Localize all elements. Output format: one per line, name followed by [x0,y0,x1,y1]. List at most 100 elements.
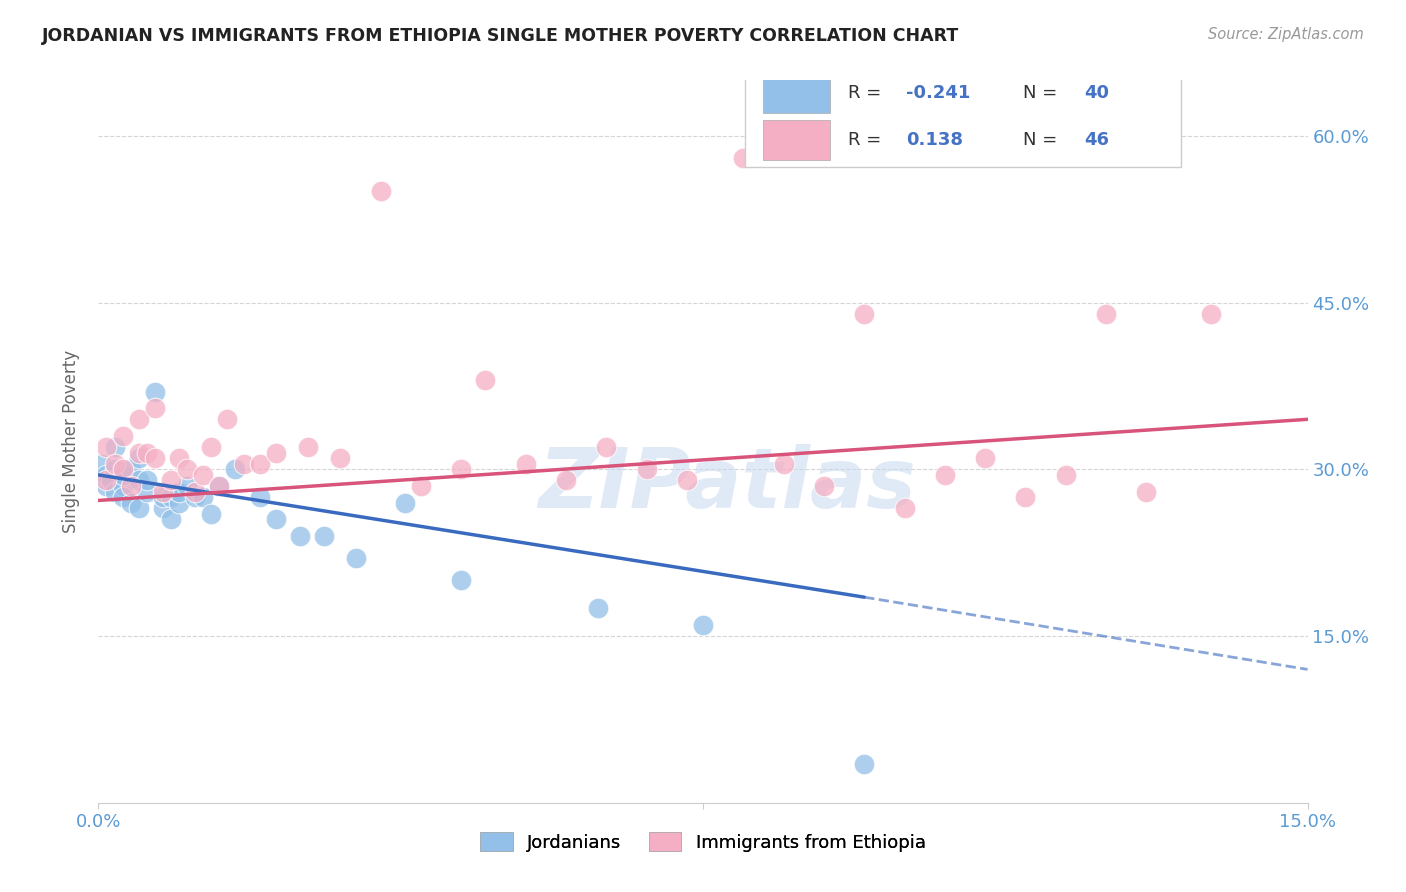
Text: -0.241: -0.241 [905,84,970,102]
Point [184,490,207,504]
Point [1095,307,1118,321]
Text: JORDANIAN VS IMMIGRANTS FROM ETHIOPIA SINGLE MOTHER POVERTY CORRELATION CHART: JORDANIAN VS IMMIGRANTS FROM ETHIOPIA SI… [42,27,959,45]
Point [474,373,496,387]
Point [853,756,876,771]
Point [974,451,997,466]
Point [96,474,118,488]
Point [128,445,150,459]
Point [394,496,416,510]
Point [264,445,287,459]
Y-axis label: Single Mother Poverty: Single Mother Poverty [62,350,80,533]
Text: R =: R = [848,84,887,102]
Point [586,601,609,615]
Point [103,462,125,476]
Point [450,574,472,588]
Point [143,451,166,466]
Point [128,501,150,516]
Point [96,440,118,454]
Point [409,479,432,493]
Point [152,501,174,516]
Point [208,479,231,493]
Point [103,457,125,471]
Point [329,451,352,466]
Text: N =: N = [1024,130,1063,149]
Point [676,474,699,488]
Point [111,479,134,493]
Point [314,529,336,543]
Text: 46: 46 [1084,130,1109,149]
Point [135,445,157,459]
Text: R =: R = [848,130,893,149]
Point [813,479,835,493]
Point [152,490,174,504]
Point [200,440,222,454]
Point [120,496,142,510]
Point [595,440,617,454]
Point [297,440,319,454]
Point [120,462,142,476]
Point [264,512,287,526]
Point [636,462,658,476]
Point [100,474,122,488]
Point [91,457,114,471]
Text: 0.138: 0.138 [905,130,963,149]
Point [1135,484,1157,499]
Point [370,185,392,199]
Point [1054,467,1077,482]
Point [193,467,215,482]
Point [1199,307,1222,321]
Point [208,479,231,493]
Point [193,490,215,504]
Legend: Jordanians, Immigrants from Ethiopia: Jordanians, Immigrants from Ethiopia [474,825,932,859]
Point [232,457,254,471]
Point [288,529,311,543]
Point [934,467,956,482]
Point [135,484,157,499]
Point [160,490,183,504]
Point [167,484,190,499]
Point [167,451,190,466]
Point [152,484,174,499]
Text: ZIPatlas: ZIPatlas [538,444,917,525]
Point [96,479,118,493]
Point [450,462,472,476]
Point [200,507,222,521]
Point [111,429,134,443]
Text: N =: N = [1024,84,1063,102]
Point [249,457,271,471]
Point [128,474,150,488]
Point [103,440,125,454]
Point [249,490,271,504]
Point [853,307,876,321]
Point [111,467,134,482]
Text: Source: ZipAtlas.com: Source: ZipAtlas.com [1208,27,1364,42]
Point [344,551,367,566]
Point [176,462,198,476]
Point [167,496,190,510]
FancyBboxPatch shape [763,73,830,112]
Point [96,467,118,482]
Point [772,457,794,471]
Point [176,479,198,493]
Point [128,412,150,426]
Point [217,412,239,426]
Point [160,512,183,526]
FancyBboxPatch shape [763,120,830,160]
FancyBboxPatch shape [745,62,1181,167]
Text: 40: 40 [1084,84,1109,102]
Point [111,462,134,476]
Point [555,474,578,488]
Point [111,490,134,504]
Point [893,501,915,516]
Point [120,479,142,493]
Point [692,618,714,632]
Point [160,474,183,488]
Point [224,462,246,476]
Point [733,151,755,165]
Point [1014,490,1036,504]
Point [184,484,207,499]
Point [103,484,125,499]
Point [143,401,166,416]
Point [135,474,157,488]
Point [515,457,537,471]
